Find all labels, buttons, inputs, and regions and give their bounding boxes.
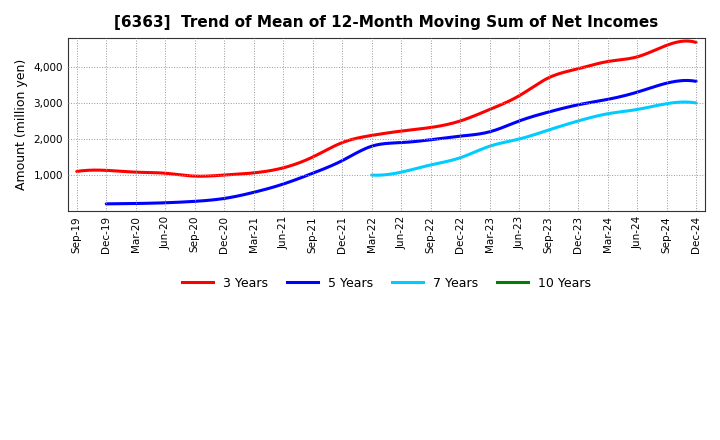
Y-axis label: Amount (million yen): Amount (million yen) xyxy=(15,59,28,190)
Legend: 3 Years, 5 Years, 7 Years, 10 Years: 3 Years, 5 Years, 7 Years, 10 Years xyxy=(176,272,596,295)
Title: [6363]  Trend of Mean of 12-Month Moving Sum of Net Incomes: [6363] Trend of Mean of 12-Month Moving … xyxy=(114,15,659,30)
